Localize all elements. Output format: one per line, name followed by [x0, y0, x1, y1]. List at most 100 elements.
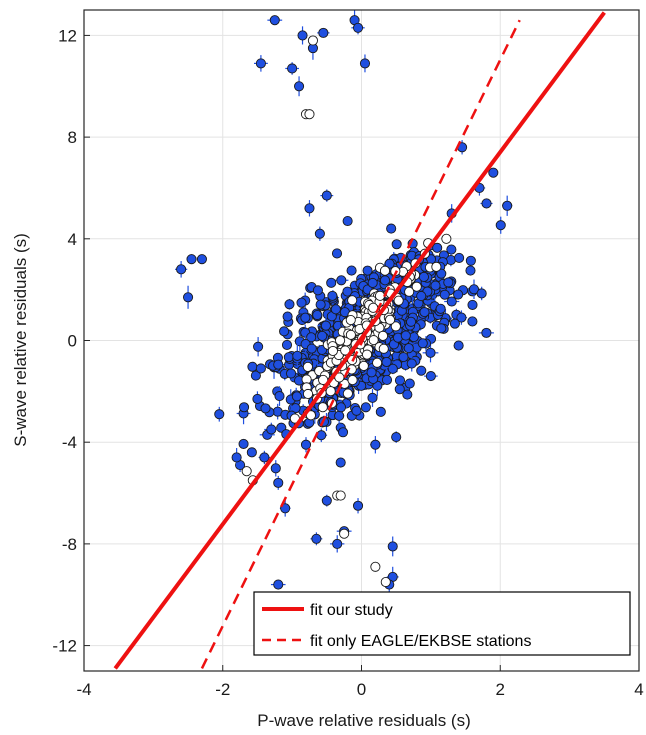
data-point: [345, 329, 356, 340]
x-tick-label: 0: [357, 680, 366, 699]
data-point: [381, 356, 392, 368]
x-axis-title: P-wave relative residuals (s): [257, 711, 471, 730]
data-point: [481, 327, 492, 338]
data-point: [379, 265, 391, 276]
data-point: [495, 220, 506, 231]
axis-ticks: -4 -2 0 2 4 -12 -8 -4 0 4 8 12: [52, 26, 643, 699]
data-point: [339, 528, 350, 539]
data-point: [297, 30, 308, 41]
data-point: [441, 233, 452, 244]
data-point: [488, 167, 499, 178]
data-point: [416, 291, 427, 302]
data-point: [273, 477, 284, 488]
data-point: [465, 255, 476, 266]
data-point: [302, 388, 314, 400]
data-point: [402, 389, 413, 400]
data-point: [337, 427, 349, 438]
data-point: [186, 254, 197, 265]
data-point: [405, 316, 417, 327]
legend-box: [253, 591, 631, 656]
data-point: [352, 500, 364, 511]
data-point: [285, 368, 297, 379]
data-point: [370, 439, 381, 450]
legend-label-fit-our-study: fit our study: [310, 602, 393, 619]
data-point: [481, 198, 492, 209]
y-tick-label: -8: [62, 535, 77, 554]
data-point: [378, 343, 389, 354]
data-point: [307, 35, 318, 46]
data-point: [456, 312, 467, 323]
data-point: [386, 223, 397, 234]
data-point: [398, 352, 409, 363]
data-point: [335, 457, 346, 468]
data-point: [393, 295, 404, 306]
data-point: [327, 290, 338, 301]
data-point: [321, 190, 332, 201]
data-point: [238, 438, 249, 449]
data-point: [335, 490, 346, 501]
data-point: [330, 304, 341, 315]
data-point: [269, 15, 280, 26]
data-point: [361, 349, 373, 360]
data-point: [252, 393, 263, 405]
data-point: [342, 215, 353, 227]
data-point: [351, 405, 362, 416]
y-tick-label: 8: [68, 128, 77, 147]
data-point: [300, 439, 312, 450]
fit-lines: [113, 11, 606, 670]
data-point: [294, 81, 305, 92]
data-point: [273, 359, 284, 370]
data-point: [430, 280, 441, 291]
data-point: [304, 109, 315, 120]
data-point: [465, 265, 476, 276]
data-point: [342, 388, 353, 399]
data-point: [312, 285, 323, 296]
data-point: [390, 321, 401, 332]
data-point: [453, 289, 464, 300]
data-point: [287, 63, 298, 74]
data-point: [367, 277, 378, 289]
data-point: [391, 432, 402, 443]
data-point: [306, 343, 317, 354]
data-point: [255, 363, 266, 374]
data-point: [312, 309, 323, 321]
data-point: [292, 350, 303, 361]
data-point: [326, 277, 337, 288]
data-point: [283, 352, 294, 363]
data-point: [335, 402, 347, 413]
data-point: [260, 403, 271, 414]
x-tick-label: 2: [496, 680, 505, 699]
data-point: [318, 27, 329, 38]
data-point: [346, 265, 357, 276]
data-point: [425, 371, 436, 382]
data-point: [381, 374, 393, 385]
data-point: [400, 330, 411, 341]
data-point: [403, 343, 414, 354]
data-point: [334, 410, 345, 421]
data-point: [404, 286, 415, 297]
data-point: [385, 314, 396, 325]
data-point: [317, 402, 328, 413]
data-point: [241, 466, 252, 477]
legend: fit our study fit only EAGLE/EKBSE stati…: [253, 591, 631, 656]
data-point: [360, 402, 371, 413]
data-point: [436, 268, 447, 279]
data-point: [335, 335, 346, 346]
x-tick-label: -2: [215, 680, 230, 699]
data-point: [336, 275, 347, 286]
data-point: [316, 430, 327, 441]
data-point: [321, 495, 332, 506]
data-point: [320, 320, 331, 331]
data-point: [332, 538, 343, 549]
data-point: [306, 332, 317, 343]
scatter-points: [175, 10, 513, 593]
x-tick-label: 4: [634, 680, 643, 699]
y-tick-label: -12: [52, 637, 77, 656]
data-point: [334, 372, 345, 383]
data-point: [370, 561, 381, 572]
data-point: [372, 357, 383, 368]
data-point: [214, 409, 225, 420]
data-point: [302, 361, 313, 372]
data-point: [246, 447, 257, 458]
y-tick-label: 0: [68, 332, 77, 351]
